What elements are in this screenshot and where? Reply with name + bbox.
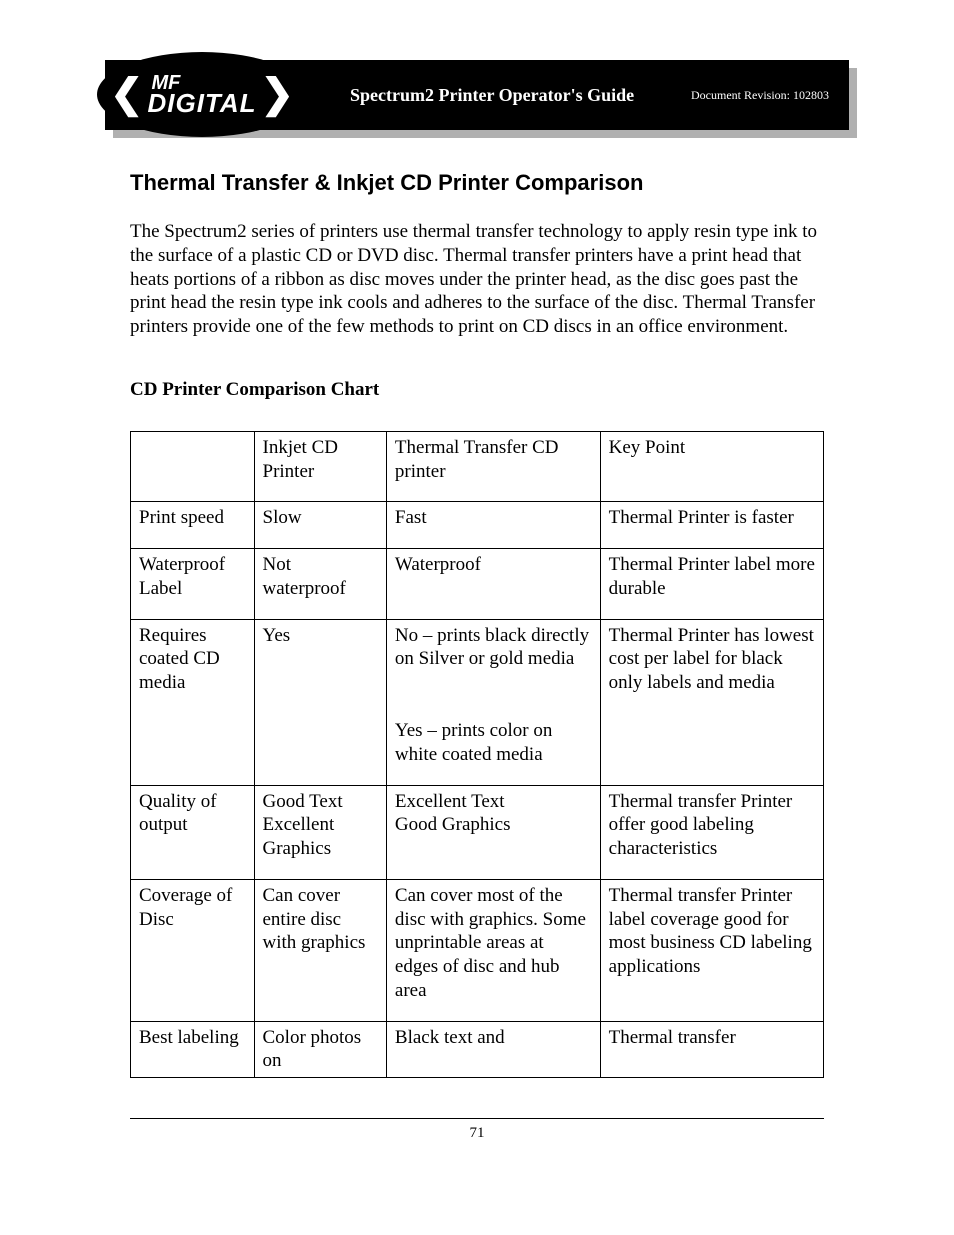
table-cell-keypoint: Thermal Printer is faster <box>600 502 823 549</box>
chevron-right-icon: ❯ <box>261 76 295 112</box>
table-cell-keypoint: Thermal Printer has lowest cost per labe… <box>600 619 823 785</box>
table-cell-keypoint: Thermal transfer Printer label coverage … <box>600 879 823 1021</box>
table-cell-keypoint: Thermal transfer <box>600 1021 823 1078</box>
table-header-cell: Inkjet CD Printer <box>254 431 386 502</box>
table-cell-inkjet: Not waterproof <box>254 549 386 620</box>
table-row-label: Print speed <box>131 502 255 549</box>
table-cell-keypoint: Thermal Printer label more durable <box>600 549 823 620</box>
table-cell-thermal: Waterproof <box>386 549 600 620</box>
table-cell-thermal: Can cover most of the disc with graphics… <box>386 879 600 1021</box>
table-row-label: Best labeling <box>131 1021 255 1078</box>
intro-paragraph: The Spectrum2 series of printers use the… <box>130 220 824 339</box>
chevron-left-icon: ❮ <box>110 76 144 112</box>
table-row-label: Requires coated CD media <box>131 619 255 785</box>
table-header-cell: Key Point <box>600 431 823 502</box>
table-header-cell: Thermal Transfer CD printer <box>386 431 600 502</box>
section-heading: Thermal Transfer & Inkjet CD Printer Com… <box>130 170 824 196</box>
table-row-label: Quality of output <box>131 785 255 879</box>
table-cell-thermal: Excellent TextGood Graphics <box>386 785 600 879</box>
brand-logo: ❮ MF DIGITAL ❯ <box>97 52 307 137</box>
table-cell-inkjet: Color photos on <box>254 1021 386 1078</box>
comparison-table: Inkjet CD PrinterThermal Transfer CD pri… <box>130 431 824 1078</box>
page-footer: 71 <box>130 1118 824 1142</box>
table-cell-inkjet: Yes <box>254 619 386 785</box>
table-row-label: Waterproof Label <box>131 549 255 620</box>
table-cell-inkjet: Can cover entire disc with graphics <box>254 879 386 1021</box>
table-cell-inkjet: Good TextExcellent Graphics <box>254 785 386 879</box>
table-header-cell <box>131 431 255 502</box>
document-title: Spectrum2 Printer Operator's Guide <box>350 85 691 106</box>
table-cell-thermal: No – prints black directly on Silver or … <box>386 619 600 785</box>
page-number: 71 <box>470 1125 485 1141</box>
table-cell-keypoint: Thermal transfer Printer offer good labe… <box>600 785 823 879</box>
table-row-label: Coverage of Disc <box>131 879 255 1021</box>
chart-heading: CD Printer Comparison Chart <box>130 379 824 401</box>
page-header: ❮ MF DIGITAL ❯ Spectrum2 Printer Operato… <box>105 60 849 130</box>
table-cell-thermal: Black text and <box>386 1021 600 1078</box>
table-cell-inkjet: Slow <box>254 502 386 549</box>
table-cell-thermal: Fast <box>386 502 600 549</box>
document-revision: Document Revision: 102803 <box>691 88 849 103</box>
header-banner: ❮ MF DIGITAL ❯ Spectrum2 Printer Operato… <box>105 60 849 130</box>
page-content: Thermal Transfer & Inkjet CD Printer Com… <box>130 170 824 1078</box>
logo-line-2: DIGITAL <box>147 88 256 118</box>
